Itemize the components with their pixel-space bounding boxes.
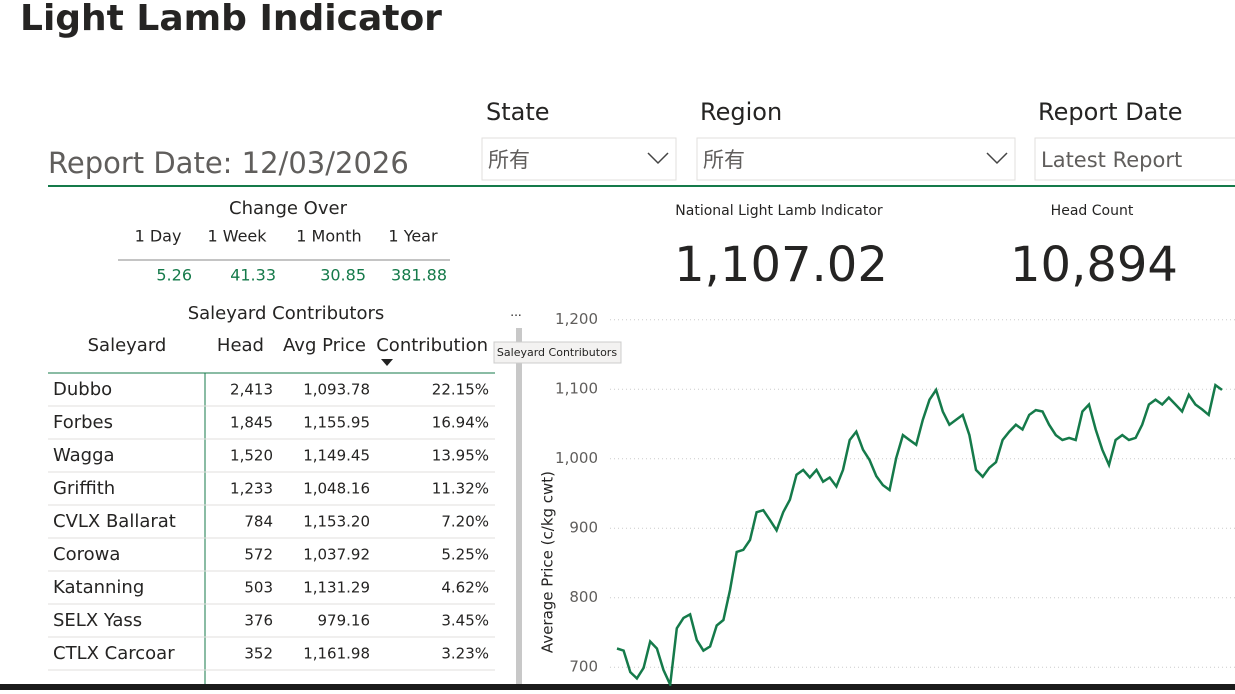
table-cell: CTLX Carcoar (53, 643, 175, 664)
table-cell: 572 (244, 546, 273, 564)
sort-indicator[interactable] (381, 359, 393, 366)
table-cell: 1,037.92 (303, 546, 370, 564)
change-value: 381.88 (391, 266, 447, 285)
table-cell: 503 (244, 579, 273, 597)
table-cell: 1,155.95 (303, 414, 370, 432)
scrollbar[interactable] (516, 328, 522, 690)
table-cell: 784 (244, 513, 273, 531)
y-tick-label: 800 (569, 588, 598, 606)
kpi-label: Head Count (1051, 203, 1134, 219)
table-cell: 13.95% (432, 447, 489, 465)
table-cell: 7.20% (441, 513, 489, 531)
y-tick-label: 1,000 (555, 449, 598, 467)
table-cell: 1,233 (230, 480, 273, 498)
period-label: 1 Month (296, 227, 361, 246)
table-cell: Corowa (53, 544, 120, 565)
column-header: Contribution (376, 335, 488, 356)
filter-label: Region (700, 98, 782, 126)
change-value: 41.33 (230, 266, 276, 285)
table-cell: 1,520 (230, 447, 273, 465)
column-header: Saleyard (88, 335, 167, 356)
dropdown[interactable] (481, 137, 677, 181)
table-cell: 1,153.20 (303, 513, 370, 531)
dropdown-arrow (647, 152, 669, 165)
table-cell: 1,161.98 (303, 645, 370, 663)
table-cell: 376 (244, 612, 273, 630)
dropdown-arrow (986, 152, 1008, 165)
dropdown[interactable] (696, 137, 1016, 181)
dropdown[interactable] (1034, 137, 1235, 181)
table-cell: 16.94% (432, 414, 489, 432)
table-cell: 979.16 (318, 612, 371, 630)
y-tick-label: 1,100 (555, 380, 598, 398)
y-tick-label: 900 (569, 519, 598, 537)
table-cell: SELX Yass (53, 610, 142, 631)
table-cell: 4.62% (441, 579, 489, 597)
period-label: 1 Day (135, 227, 182, 246)
table-cell: Dubbo (53, 379, 112, 400)
filter-label: Report Date (1038, 98, 1183, 126)
kpi-value: 10,894 (1010, 237, 1178, 293)
table-cell: 2,413 (230, 381, 273, 399)
table-cell: Griffith (53, 478, 115, 499)
report-date: Report Date: 12/03/2026 (48, 146, 409, 180)
page-title: Light Lamb Indicator (20, 0, 442, 39)
kpi-value: 1,107.02 (674, 237, 888, 293)
table-cell: 1,149.45 (303, 447, 370, 465)
dropdown-value: 所有 (703, 148, 745, 172)
y-tick-label: 1,200 (555, 310, 598, 328)
table-cell: 11.32% (432, 480, 489, 498)
column-header: Avg Price (283, 335, 366, 356)
filter-label: State (486, 98, 550, 126)
table-cell: 1,048.16 (303, 480, 370, 498)
change-over-title: Change Over (229, 198, 348, 219)
table-cell: 22.15% (432, 381, 489, 399)
table-cell: 352 (244, 645, 273, 663)
table-cell: CVLX Ballarat (53, 511, 176, 532)
tooltip-box (493, 341, 622, 364)
period-label: 1 Week (207, 227, 267, 246)
column-header: Head (217, 335, 264, 356)
table-cell: Wagga (53, 445, 115, 466)
table-cell: 1,131.29 (303, 579, 370, 597)
table-cell: 3.23% (441, 645, 489, 663)
y-axis-title: Average Price (c/kg cwt) (539, 471, 557, 653)
dropdown-value: 所有 (488, 148, 530, 172)
change-value: 30.85 (320, 266, 366, 285)
table-cell: 1,845 (230, 414, 273, 432)
kpi-label: National Light Lamb Indicator (675, 203, 883, 219)
table-cell: Forbes (53, 412, 113, 433)
dropdown-value: Latest Report (1041, 148, 1182, 172)
table-cell: 5.25% (441, 546, 489, 564)
table-cell: Katanning (53, 577, 144, 598)
more-options[interactable]: ··· (510, 309, 521, 323)
tooltip: Saleyard Contributors (497, 346, 617, 359)
table-title: Saleyard Contributors (188, 303, 385, 324)
table-cell: 3.45% (441, 612, 489, 630)
table-cell: 1,093.78 (303, 381, 370, 399)
change-value: 5.26 (156, 266, 192, 285)
y-tick-label: 700 (569, 658, 598, 676)
price-line (616, 382, 1223, 686)
period-label: 1 Year (388, 227, 438, 246)
bottom-bar (0, 684, 1235, 690)
